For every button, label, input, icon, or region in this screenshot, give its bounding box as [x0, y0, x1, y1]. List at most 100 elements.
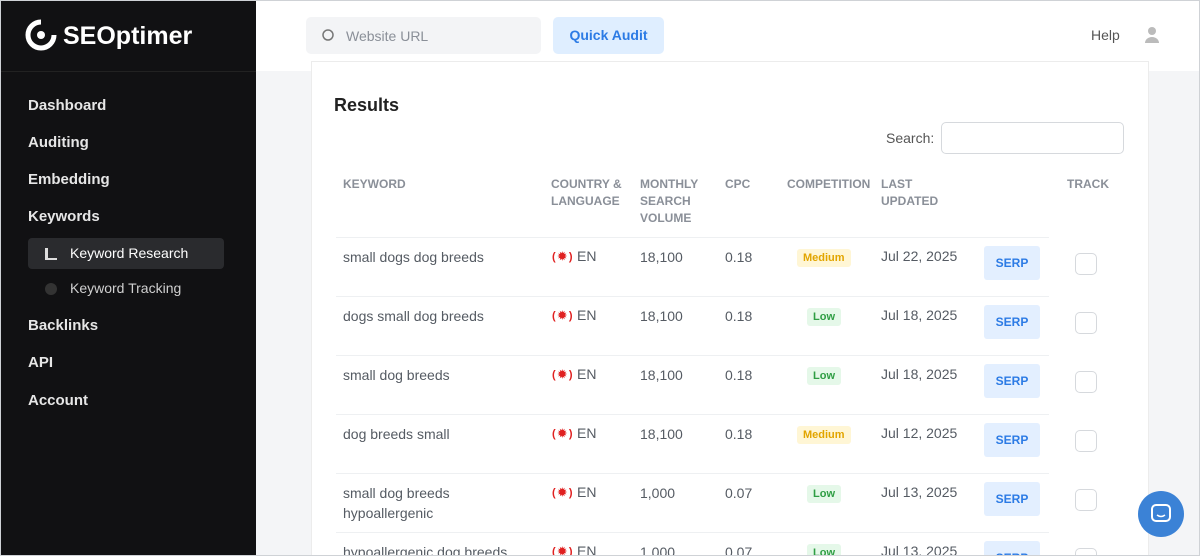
track-checkbox[interactable]: [1075, 371, 1097, 393]
search-icon: [322, 29, 334, 41]
cpc-cell: 0.07: [725, 544, 753, 556]
flag-icon: (✹): [552, 310, 575, 322]
serp-button[interactable]: SERP: [984, 246, 1040, 280]
language-cell: EN: [577, 307, 597, 323]
flag-glyph: (✹): [552, 428, 575, 440]
url-placeholder: Website URL: [346, 28, 429, 44]
volume-cell: 1,000: [640, 544, 676, 556]
cpc-cell: 0.18: [725, 426, 753, 442]
flag-icon: (✹): [552, 251, 575, 263]
track-checkbox[interactable]: [1075, 489, 1097, 511]
keyword-cell: dog breeds small: [343, 426, 450, 442]
sidebar: SEOptimer Dashboard Auditing Embedding Keyw…: [1, 1, 256, 555]
column-header[interactable]: COMPETITION: [787, 177, 871, 191]
flag-icon: (✹): [552, 546, 575, 556]
competition-badge: Low: [807, 308, 841, 326]
column-header[interactable]: MONTHLY SEARCH VOLUME: [640, 177, 699, 225]
row-separator: [336, 473, 1049, 474]
column-header[interactable]: LAST UPDATED: [881, 177, 939, 208]
divider: [1, 71, 256, 72]
nav-item[interactable]: Embedding: [28, 171, 110, 188]
chat-icon: [1151, 504, 1171, 522]
keyword-cell: small dogs dog breeds: [343, 249, 484, 265]
language-cell: EN: [577, 484, 597, 500]
flag-glyph: (✹): [552, 369, 575, 381]
track-checkbox[interactable]: [1075, 312, 1097, 334]
volume-cell: 1,000: [640, 485, 676, 501]
logo-icon: [25, 19, 57, 51]
track-checkbox[interactable]: [1075, 253, 1097, 275]
subnav-item[interactable]: Keyword Tracking: [70, 280, 182, 296]
competition-badge: Medium: [797, 426, 851, 444]
cpc-cell: 0.07: [725, 485, 753, 501]
volume-cell: 18,100: [640, 308, 683, 324]
chat-button[interactable]: [1138, 491, 1184, 537]
column-header[interactable]: COUNTRY & LANGUAGE: [551, 177, 622, 208]
language-cell: EN: [577, 366, 597, 382]
language-cell: EN: [577, 248, 597, 264]
competition-badge: Low: [807, 485, 841, 503]
serp-button[interactable]: SERP: [984, 364, 1040, 398]
results-title: Results: [334, 95, 400, 115]
row-separator: [336, 237, 1049, 238]
date-cell: Jul 13, 2025: [881, 484, 958, 500]
track-checkbox[interactable]: [1075, 548, 1097, 555]
flag-glyph: (✹): [552, 487, 575, 499]
topbar: Website URL Quick Audit Help: [256, 1, 1199, 71]
language-cell: EN: [577, 543, 597, 556]
date-cell: Jul 18, 2025: [881, 366, 958, 382]
quick-audit-button[interactable]: Quick Audit: [553, 17, 664, 54]
volume-cell: 18,100: [640, 426, 683, 442]
cpc-cell: 0.18: [725, 249, 753, 265]
table-search-input[interactable]: [941, 122, 1124, 154]
active-item-bg: [28, 238, 224, 269]
language-cell: EN: [577, 425, 597, 441]
nav-item[interactable]: API: [28, 354, 54, 371]
flag-icon: (✹): [552, 487, 575, 499]
user-icon[interactable]: [1144, 26, 1160, 44]
flag-icon: (✹): [552, 428, 575, 440]
keyword-cell: small dog breeds: [343, 367, 450, 383]
date-cell: Jul 13, 2025: [881, 543, 958, 556]
column-header[interactable]: CPC: [725, 177, 751, 191]
flag-glyph: (✹): [552, 310, 575, 322]
keyword-cell: dogs small dog breeds: [343, 308, 484, 324]
serp-button[interactable]: SERP: [984, 482, 1040, 516]
column-header[interactable]: TRACK: [1067, 177, 1109, 191]
row-separator: [336, 296, 1049, 297]
help-link[interactable]: Help: [1091, 27, 1120, 43]
subnav-icon: [45, 283, 57, 295]
date-cell: Jul 18, 2025: [881, 307, 958, 323]
subnav-item[interactable]: Keyword Research: [70, 245, 189, 261]
competition-badge: Medium: [797, 249, 851, 267]
volume-cell: 18,100: [640, 367, 683, 383]
competition-badge: Low: [807, 544, 841, 555]
url-input[interactable]: Website URL: [306, 17, 541, 54]
subnav-icon: [45, 248, 57, 260]
flag-icon: (✹): [552, 369, 575, 381]
row-separator: [336, 414, 1049, 415]
competition-badge: Low: [807, 367, 841, 385]
nav-item[interactable]: Dashboard: [28, 97, 107, 114]
date-cell: Jul 22, 2025: [881, 248, 958, 264]
nav-item[interactable]: Auditing: [28, 134, 89, 151]
keyword-cell: hypoallergenic dog breeds: [343, 544, 508, 556]
cpc-cell: 0.18: [725, 367, 753, 383]
search-label: Search:: [886, 130, 935, 146]
flag-glyph: (✹): [552, 546, 575, 556]
cpc-cell: 0.18: [725, 308, 753, 324]
nav-item[interactable]: Account: [28, 392, 88, 409]
serp-button[interactable]: SERP: [984, 423, 1040, 457]
track-checkbox[interactable]: [1075, 430, 1097, 452]
column-header[interactable]: KEYWORD: [343, 177, 406, 191]
volume-cell: 18,100: [640, 249, 683, 265]
serp-button[interactable]: SERP: [984, 305, 1040, 339]
flag-glyph: (✹): [552, 251, 575, 263]
keyword-cell: small dog breeds hypoallergenic: [343, 485, 450, 521]
serp-button[interactable]: SERP: [984, 541, 1040, 555]
nav-item[interactable]: Keywords: [28, 208, 100, 225]
nav-item[interactable]: Backlinks: [28, 317, 99, 334]
row-separator: [336, 355, 1049, 356]
date-cell: Jul 12, 2025: [881, 425, 958, 441]
